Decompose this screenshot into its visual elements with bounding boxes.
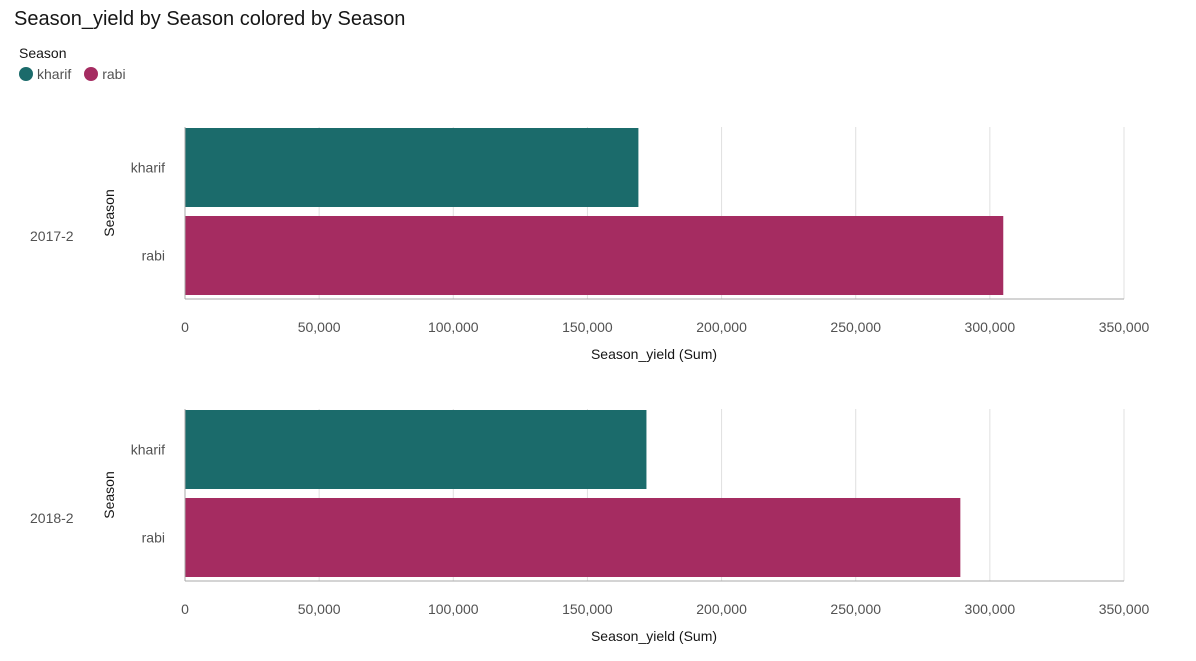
- x-tick-label: 350,000: [1099, 601, 1150, 617]
- chart-panel-2017: kharif rabi 0 50,000 100,000 150,000 200,000 25…: [30, 127, 1150, 362]
- legend-swatch-kharif: [19, 67, 33, 81]
- x-tick-label: 50,000: [298, 319, 341, 335]
- legend-label-rabi: rabi: [102, 66, 126, 82]
- legend-title: Season: [19, 45, 67, 61]
- x-tick-label: 0: [181, 319, 189, 335]
- x-tick-label: 150,000: [562, 319, 613, 335]
- x-axis-title: Season_yield (Sum): [591, 628, 717, 644]
- category-label-kharif: kharif: [131, 442, 165, 458]
- x-tick-label: 100,000: [428, 601, 479, 617]
- category-label-rabi: rabi: [142, 530, 165, 546]
- x-tick-label: 100,000: [428, 319, 479, 335]
- legend-item-rabi[interactable]: rabi: [84, 66, 126, 82]
- legend-label-kharif: kharif: [37, 66, 72, 82]
- x-tick-label: 200,000: [696, 319, 747, 335]
- x-tick-label: 150,000: [562, 601, 613, 617]
- bar-kharif: [185, 128, 639, 207]
- bar-rabi: [185, 216, 1004, 295]
- x-tick-label: 300,000: [965, 601, 1016, 617]
- x-tick-label: 0: [181, 601, 189, 617]
- x-axis-title: Season_yield (Sum): [591, 346, 717, 362]
- bar-kharif: [185, 410, 647, 489]
- category-label-rabi: rabi: [142, 248, 165, 264]
- legend-swatch-rabi: [84, 67, 99, 81]
- x-tick-label: 350,000: [1099, 319, 1150, 335]
- facet-label: 2017-2: [30, 228, 74, 244]
- y-axis-title: Season: [101, 471, 117, 518]
- chart-panel-2018: kharif rabi 0 50,000 100,000 150,000 200,000 25…: [30, 409, 1150, 644]
- chart-title: Season_yield by Season colored by Season: [14, 8, 406, 30]
- x-tick-label: 300,000: [965, 319, 1016, 335]
- x-tick-label: 50,000: [298, 601, 341, 617]
- bar-rabi: [185, 498, 961, 577]
- category-label-kharif: kharif: [131, 160, 165, 176]
- x-tick-label: 250,000: [830, 601, 881, 617]
- y-axis-title: Season: [101, 189, 117, 236]
- facet-label: 2018-2: [30, 510, 74, 526]
- x-tick-label: 200,000: [696, 601, 747, 617]
- legend: kharif rabi: [19, 66, 139, 82]
- x-tick-label: 250,000: [830, 319, 881, 335]
- legend-item-kharif[interactable]: kharif: [19, 66, 71, 82]
